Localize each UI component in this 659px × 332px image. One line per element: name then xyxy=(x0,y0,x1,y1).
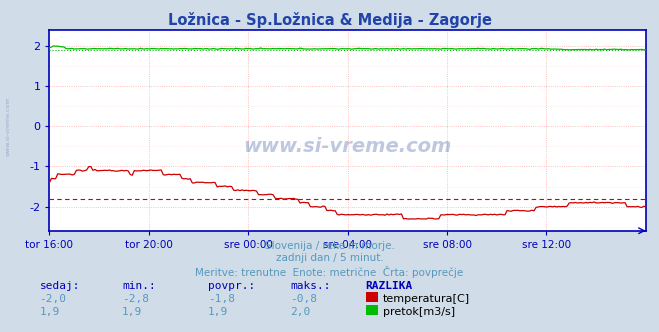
Text: sedaj:: sedaj: xyxy=(40,281,80,290)
Text: pretok[m3/s]: pretok[m3/s] xyxy=(383,307,455,317)
Text: 1,9: 1,9 xyxy=(122,307,142,317)
Text: -2,0: -2,0 xyxy=(40,294,67,304)
Text: zadnji dan / 5 minut.: zadnji dan / 5 minut. xyxy=(275,253,384,263)
Text: -2,8: -2,8 xyxy=(122,294,149,304)
Text: Ložnica - Sp.Ložnica & Medija - Zagorje: Ložnica - Sp.Ložnica & Medija - Zagorje xyxy=(167,12,492,28)
Text: -0,8: -0,8 xyxy=(290,294,317,304)
Text: 2,0: 2,0 xyxy=(290,307,310,317)
Text: -1,8: -1,8 xyxy=(208,294,235,304)
Text: temperatura[C]: temperatura[C] xyxy=(383,294,470,304)
Text: RAZLIKA: RAZLIKA xyxy=(366,281,413,290)
Text: povpr.:: povpr.: xyxy=(208,281,255,290)
Text: Meritve: trenutne  Enote: metrične  Črta: povprečje: Meritve: trenutne Enote: metrične Črta: … xyxy=(195,266,464,278)
Text: maks.:: maks.: xyxy=(290,281,330,290)
Text: www.si-vreme.com: www.si-vreme.com xyxy=(5,96,11,156)
Text: 1,9: 1,9 xyxy=(40,307,60,317)
Text: 1,9: 1,9 xyxy=(208,307,228,317)
Text: Slovenija / reke in morje.: Slovenija / reke in morje. xyxy=(264,241,395,251)
Text: min.:: min.: xyxy=(122,281,156,290)
Text: www.si-vreme.com: www.si-vreme.com xyxy=(243,137,452,156)
